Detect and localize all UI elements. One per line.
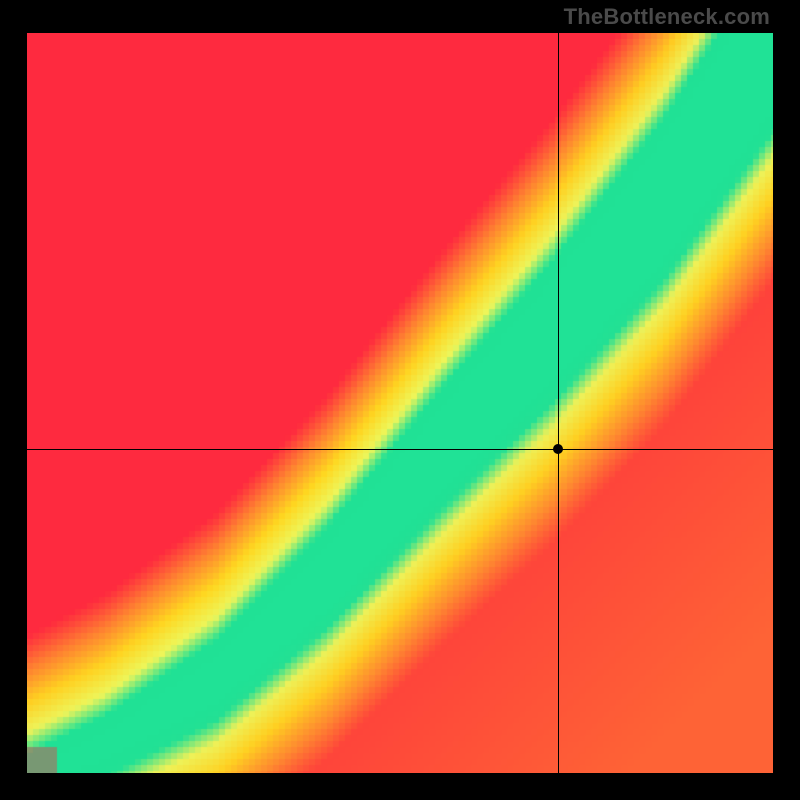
bottleneck-heatmap [27,33,773,773]
crosshair-vertical [558,33,559,773]
watermark-text: TheBottleneck.com [564,4,770,30]
crosshair-horizontal [27,449,773,450]
crosshair-marker [553,444,563,454]
